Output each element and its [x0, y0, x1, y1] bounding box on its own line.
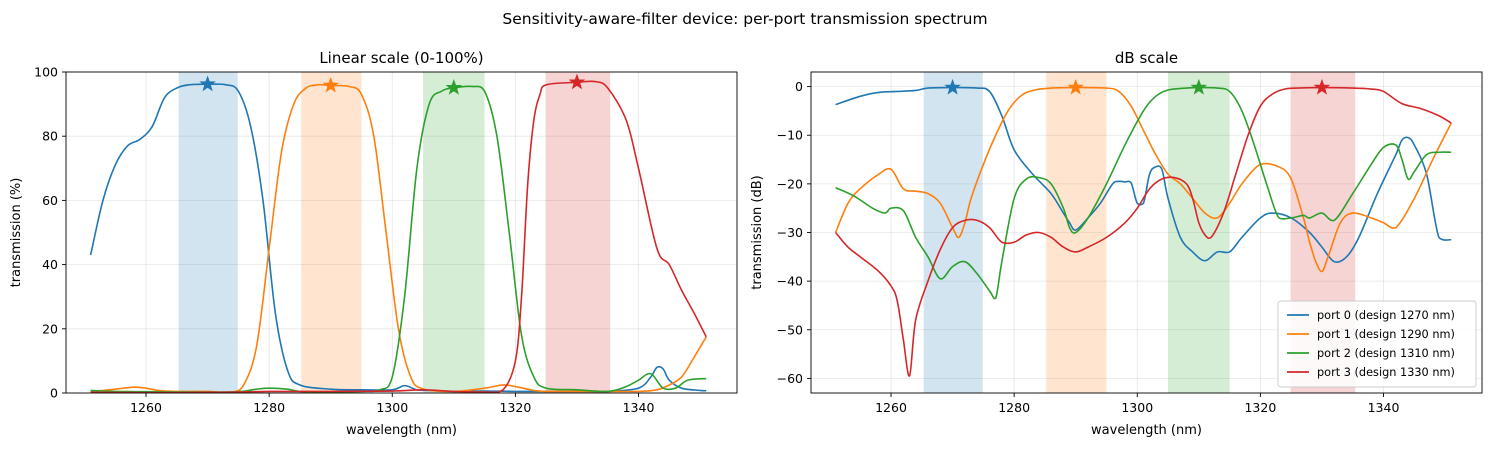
db-y-tick-label: −60 [777, 371, 803, 386]
db-legend-box [1277, 300, 1477, 388]
linear-series-line-port-3 [90, 80, 707, 393]
linear-y-axis-label: transmission (%) [9, 178, 24, 288]
db-legend-label-port-2: port 2 (design 1310 nm) [1317, 347, 1455, 360]
db-series-line-port-2 [835, 86, 1452, 300]
linear-star-marker-port-1 [322, 76, 339, 93]
db-chart-title: dB scale [1115, 49, 1178, 67]
db-legend: port 0 (design 1270 nm) port 1 (design 12… [1277, 300, 1477, 388]
linear-series-line-port-0 [89, 83, 707, 393]
linear-scale-axes: 1260 1280 1300 1320 1340 0 20 40 60 80 100 Linear s… [9, 49, 738, 438]
linear-star-marker-port-3 [568, 73, 586, 90]
linear-y-tick-label: 100 [34, 65, 58, 80]
figure-suptitle: Sensitivity-aware-filter device: per-por… [502, 10, 987, 28]
linear-y-tick-label: 80 [42, 129, 58, 144]
linear-axes-frame [65, 71, 738, 394]
linear-ticks: 1260 1280 1300 1320 1340 0 20 40 60 80 100 [34, 65, 654, 416]
db-series [834, 86, 1452, 377]
db-legend-label-port-3: port 3 (design 1330 nm) [1317, 366, 1455, 379]
db-y-axis-label: transmission (dB) [750, 175, 765, 290]
db-series-line-port-1 [834, 86, 1452, 273]
linear-band-port-1 [301, 72, 362, 393]
db-star-marker-port-3 [1313, 78, 1331, 95]
linear-x-tick-label: 1280 [253, 400, 285, 415]
db-y-tick-label: 0 [795, 79, 803, 94]
db-y-tick-label: −50 [777, 322, 803, 337]
linear-x-tick-label: 1300 [376, 400, 408, 415]
db-star-marker-port-1 [1067, 78, 1084, 95]
linear-y-tick-label: 0 [50, 386, 58, 401]
db-band-port-2 [1168, 72, 1230, 393]
linear-x-tick-label: 1340 [623, 400, 655, 415]
db-x-tick-label: 1300 [1121, 400, 1153, 415]
db-y-tick-label: −10 [777, 128, 803, 143]
db-x-tick-label: 1280 [998, 400, 1030, 415]
linear-band-port-2 [423, 72, 485, 393]
linear-markers [199, 73, 586, 95]
db-scale-axes: 1260 1280 1300 1320 1340 0 −10 −20 −30 −40 −50 −60 d… [750, 49, 1483, 438]
db-x-axis-label: wavelength (nm) [1091, 423, 1202, 438]
linear-bands [178, 72, 611, 393]
linear-x-tick-label: 1260 [130, 400, 162, 415]
db-star-marker-port-0 [944, 78, 961, 95]
db-legend-label-port-1: port 1 (design 1290 nm) [1317, 328, 1455, 341]
db-series-line-port-0 [835, 86, 1452, 263]
linear-y-tick-label: 60 [42, 193, 58, 208]
db-x-tick-label: 1260 [875, 400, 907, 415]
db-y-tick-label: −30 [777, 225, 803, 240]
db-band-port-0 [923, 72, 983, 393]
db-x-tick-label: 1340 [1368, 400, 1400, 415]
linear-band-port-3 [545, 72, 611, 393]
db-y-tick-label: −40 [777, 274, 803, 289]
linear-star-marker-port-2 [445, 79, 463, 95]
linear-band-port-0 [178, 72, 238, 393]
linear-x-tick-label: 1320 [499, 400, 531, 415]
db-ticks: 1260 1280 1300 1320 1340 0 −10 −20 −30 −40 −50 −60 [777, 79, 1400, 415]
db-star-marker-port-2 [1190, 78, 1208, 95]
linear-x-axis-label: wavelength (nm) [346, 423, 457, 438]
linear-star-marker-port-0 [199, 75, 216, 92]
db-markers [944, 78, 1331, 95]
db-y-tick-label: −20 [777, 176, 803, 191]
linear-y-tick-label: 40 [42, 257, 58, 272]
db-legend-label-port-0: port 0 (design 1270 nm) [1317, 309, 1455, 322]
linear-y-tick-label: 20 [42, 321, 58, 336]
linear-plot-area [66, 72, 737, 393]
linear-chart-title: Linear scale (0-100%) [319, 49, 483, 67]
db-x-tick-label: 1320 [1244, 400, 1276, 415]
linear-series [89, 80, 707, 393]
db-series-line-port-3 [835, 86, 1452, 377]
linear-series-line-port-2 [90, 85, 707, 393]
